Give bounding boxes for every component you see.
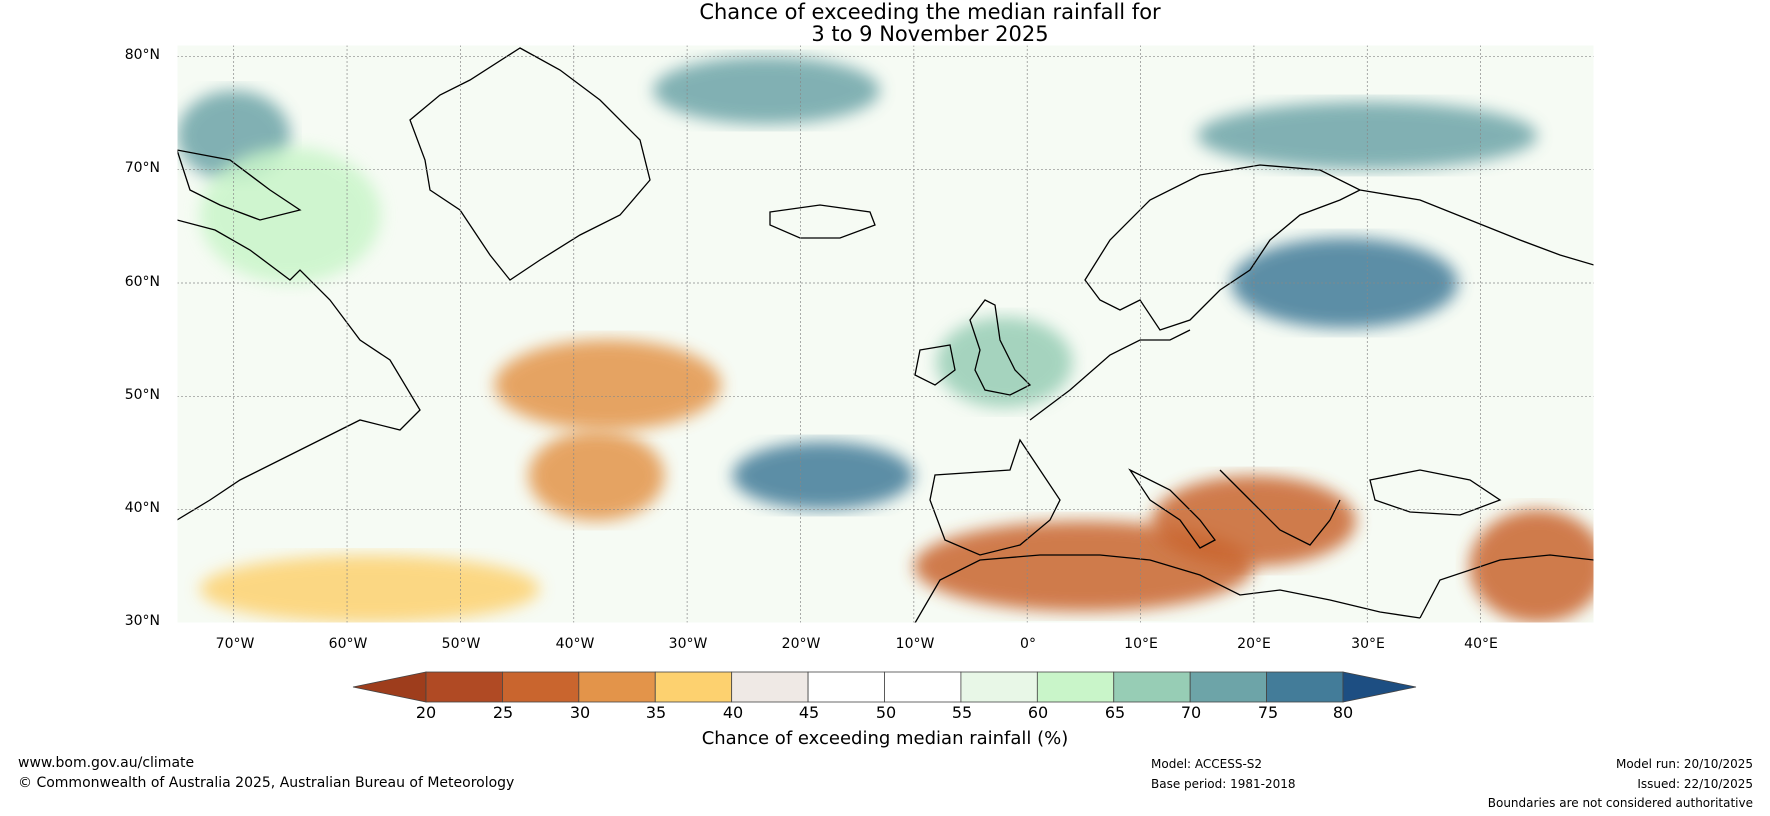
great-britain-coast <box>969 299 1032 396</box>
copyright-text: © Commonwealth of Australia 2025, Austra… <box>18 775 515 791</box>
rainfall-region-anatolia-dry <box>1469 509 1594 623</box>
russia-north-coast <box>1359 189 1594 266</box>
rainfall-region-subtropical-dry <box>199 555 540 623</box>
model-run-date: Model run: 20/10/2025 <box>1615 757 1753 771</box>
rainfall-region-baltic-russia-wet <box>1231 237 1458 329</box>
lon-label-0: 0° <box>1020 636 1036 652</box>
model-name: Model: ACCESS-S2 <box>1151 757 1263 771</box>
colorbar-tick: 40 <box>722 703 744 722</box>
rainfall-region-atlantic-dry-band <box>528 430 665 521</box>
colorbar-tick: 80 <box>1332 703 1354 722</box>
north-africa-coast <box>914 554 1421 623</box>
map-title-line1: Chance of exceeding the median rainfall … <box>699 0 1161 24</box>
rainfall-map <box>176 44 1595 624</box>
graticule <box>177 45 1594 623</box>
colorbar-label: Chance of exceeding median rainfall (%) <box>701 728 1069 749</box>
colorbar-extend-low <box>352 671 427 703</box>
colorbar-tick: 55 <box>951 703 973 722</box>
italy-coast <box>1128 468 1216 549</box>
rainfall-region-greenland-sea-wet <box>653 56 880 125</box>
rainfall-region-mid-atlantic-dry <box>494 339 722 431</box>
colorbar-segment <box>425 671 503 703</box>
lon-label-60w: 60°W <box>328 636 368 652</box>
map-frame <box>176 44 1595 624</box>
colorbar-segment <box>807 671 885 703</box>
colorbar-segment <box>578 671 656 703</box>
coastlines <box>177 47 1594 623</box>
lat-label-40: 40°N <box>124 500 160 516</box>
lat-label-60: 60°N <box>124 274 160 290</box>
colorbar-segment <box>654 671 733 703</box>
map-title-line2: 3 to 9 November 2025 <box>811 22 1049 46</box>
colorbar-segment <box>1189 671 1267 703</box>
lon-label-40w: 40°W <box>555 636 595 652</box>
colorbar-segment <box>960 671 1038 703</box>
colorbar-tick: 70 <box>1180 703 1202 722</box>
colorbar-segment <box>1113 671 1191 703</box>
colorbar-segment <box>731 671 809 703</box>
lon-label-70w: 70°W <box>215 636 255 652</box>
colorbar-segment <box>502 671 580 703</box>
colorbar-extend-high <box>1342 671 1417 703</box>
rainfall-region-british-isles-wet <box>936 317 1073 408</box>
colorbar <box>352 671 1417 703</box>
greenland-coast <box>409 47 651 281</box>
issued-date: Issued: 22/10/2025 <box>1637 777 1753 791</box>
lat-label-30: 30°N <box>124 613 160 629</box>
iceland-coast <box>769 204 876 239</box>
black-sea-coast <box>1369 469 1502 516</box>
colorbar-tick: 45 <box>798 703 820 722</box>
colorbar-tick: 60 <box>1027 703 1049 722</box>
lat-label-50: 50°N <box>124 387 160 403</box>
colorbar-segment <box>1266 671 1344 703</box>
colorbar-tick: 20 <box>415 703 437 722</box>
lon-label-50w: 50°W <box>441 636 481 652</box>
lat-label-80: 80°N <box>124 47 160 63</box>
colorbar-tick: 65 <box>1104 703 1126 722</box>
north-america-coast <box>177 219 421 521</box>
europe-west-coast <box>1029 329 1191 421</box>
arctic-islands-coast <box>177 149 302 221</box>
colorbar-tick: 75 <box>1257 703 1279 722</box>
lon-label-10w: 10°W <box>895 636 935 652</box>
base-period: Base period: 1981-2018 <box>1151 777 1296 791</box>
lon-label-10e: 10°E <box>1124 636 1158 652</box>
scandinavia-coast <box>1084 164 1362 331</box>
rainfall-region-baffin-wet <box>199 147 382 283</box>
ireland-coast <box>914 344 956 386</box>
colorbar-tick: 35 <box>645 703 667 722</box>
colorbar-segment <box>1036 671 1115 703</box>
lon-label-40e: 40°E <box>1464 636 1498 652</box>
lon-label-30w: 30°W <box>668 636 708 652</box>
balkans-coast <box>1219 469 1341 546</box>
rainfall-region-iberia-west-wet <box>732 441 914 510</box>
colorbar-segment <box>884 671 962 703</box>
middle-east-coast <box>1419 554 1594 619</box>
colorbar-tick: 30 <box>569 703 591 722</box>
website-link[interactable]: www.bom.gov.au/climate <box>18 755 195 771</box>
boundaries-disclaimer: Boundaries are not considered authoritat… <box>1487 796 1753 810</box>
iberia-coast <box>929 438 1061 556</box>
lon-label-20e: 20°E <box>1237 636 1271 652</box>
lon-label-20w: 20°W <box>781 636 821 652</box>
colorbar-tick: 50 <box>875 703 897 722</box>
lon-label-30e: 30°E <box>1351 636 1385 652</box>
colorbar-tick: 25 <box>492 703 514 722</box>
lat-label-70: 70°N <box>124 160 160 176</box>
rainfall-region-barents-wet <box>1197 101 1538 170</box>
